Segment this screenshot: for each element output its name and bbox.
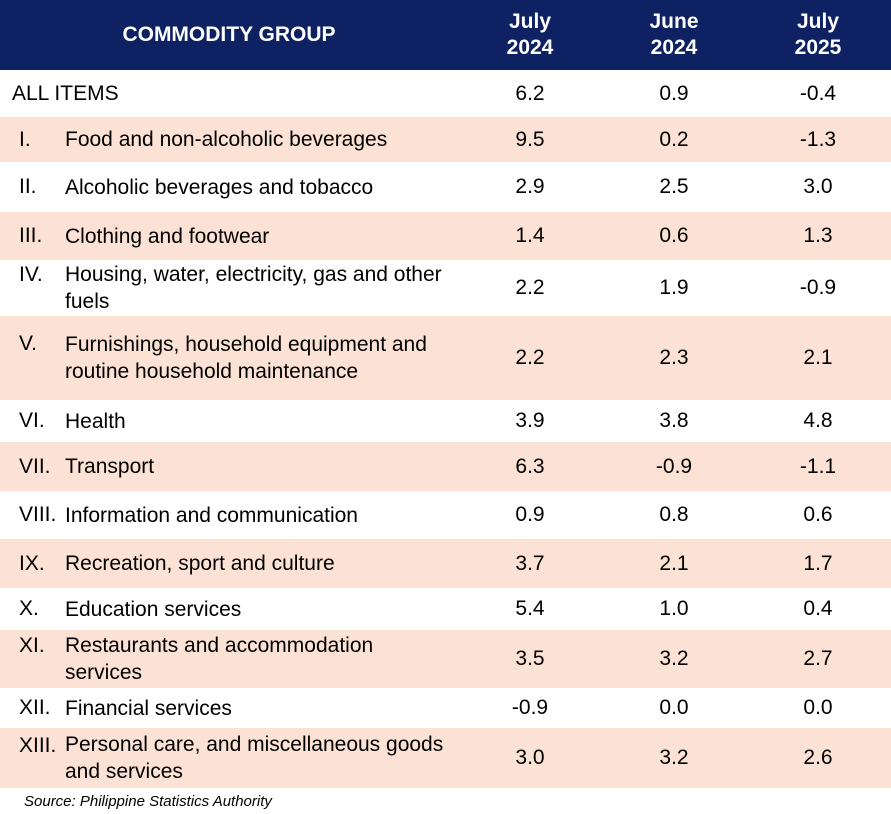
row-label: Furnishings, household equipment and rou…: [65, 333, 427, 383]
row-value-july-2024: 3.9: [515, 409, 545, 432]
row-number: IV.: [19, 263, 43, 286]
table-row: II. Alcoholic beverages and tobacco 2.9 …: [0, 162, 891, 212]
header-col-june-2024-month: June: [649, 10, 699, 33]
row-value-july-2025: 2.6: [803, 746, 833, 769]
row-value-july-2025: 0.4: [803, 597, 833, 620]
row-value-june-2024: 3.2: [659, 746, 689, 769]
row-value-june-2024: 0.2: [659, 127, 689, 151]
row-value-july-2025: -1.3: [799, 127, 837, 151]
row-label: Restaurants and accommodation services: [65, 634, 374, 684]
row-value-july-2025: 1.3: [803, 224, 833, 247]
row-label: Information and communication: [65, 503, 358, 527]
row-value-june-2024: 2.5: [659, 175, 689, 198]
row-value-july-2024: 0.9: [515, 503, 545, 526]
row-label: Clothing and footwear: [65, 224, 270, 248]
row-value-june-2024: 3.2: [659, 647, 689, 670]
table-row: V. Furnishings, household equipment and …: [0, 316, 891, 400]
row-value-july-2025: 1.7: [803, 551, 833, 575]
header-col-july-2024-year: 2024: [506, 36, 554, 59]
table-row: VII. Transport 6.3 -0.9 -1.1: [0, 442, 891, 491]
row-label: Health: [65, 409, 126, 433]
row-number: XIII.: [19, 734, 57, 757]
row-value-july-2024: 3.0: [515, 746, 545, 769]
row-label: Education services: [65, 597, 242, 621]
table-row: VIII. Information and communication 0.9 …: [0, 491, 891, 539]
row-value-june-2024: 2.3: [659, 346, 689, 369]
row-value-july-2024: 9.5: [515, 127, 545, 151]
row-value-july-2025: 2.1: [803, 346, 833, 369]
row-label: Food and non-alcoholic beverages: [65, 128, 388, 151]
row-value-july-2025: -1.1: [799, 454, 837, 478]
row-number: VIII.: [19, 503, 57, 526]
table-row: III. Clothing and footwear 1.4 0.6 1.3: [0, 212, 891, 260]
row-value-july-2024: -0.9: [511, 696, 549, 719]
row-number: II.: [19, 175, 37, 198]
header-col-july-2025: July 2025: [746, 9, 890, 61]
table-header: COMMODITY GROUP July 2024 June 2024 July…: [0, 0, 891, 70]
header-col-june-2024: June 2024: [602, 9, 746, 61]
row-value-july-2025: 4.8: [803, 409, 833, 432]
header-col-july-2025-month: July: [796, 10, 840, 33]
header-commodity-group: COMMODITY GROUP: [122, 23, 336, 46]
source-note: Source: Philippine Statistics Authority: [24, 793, 272, 810]
row-value-july-2024: 2.2: [515, 346, 545, 369]
table-row: XII. Financial services -0.9 0.0 0.0: [0, 688, 891, 728]
row-number: I.: [19, 127, 31, 151]
row-value-june-2024: 0.6: [659, 224, 689, 247]
row-number: X.: [19, 597, 39, 620]
table-row: VI. Health 3.9 3.8 4.8: [0, 400, 891, 442]
row-value-july-2025: 0.0: [803, 696, 833, 719]
row-value-june-2024: -0.9: [655, 454, 693, 478]
row-value-july-2024: 3.7: [515, 551, 545, 575]
row-label: ALL ITEMS: [12, 82, 119, 105]
row-number: III.: [19, 224, 43, 247]
header-col-july-2024-month: July: [508, 10, 552, 33]
table-row: X. Education services 5.4 1.0 0.4: [0, 588, 891, 630]
table-row: XI. Restaurants and accommodation servic…: [0, 630, 891, 688]
row-number: VII.: [19, 454, 51, 478]
row-value-july-2025: -0.9: [799, 276, 837, 299]
row-value-july-2025: 2.7: [803, 647, 833, 670]
table-row-all-items: ALL ITEMS 6.2 0.9 -0.4: [0, 70, 891, 117]
row-value-june-2024: 3.8: [659, 409, 689, 432]
row-number: V.: [19, 332, 37, 355]
row-value-july-2024: 2.9: [515, 175, 545, 198]
row-value-june-2024: 0.0: [659, 696, 689, 719]
row-number: XII.: [19, 696, 51, 719]
row-value-june-2024: 1.0: [659, 597, 689, 620]
header-col-july-2024: July 2024: [458, 9, 602, 61]
row-value-july-2024: 2.2: [515, 276, 545, 299]
row-value-july-2024: 1.4: [515, 224, 545, 247]
row-value-june-2024: 0.8: [659, 503, 689, 526]
row-value-july-2025: 3.0: [803, 175, 833, 198]
row-label: Alcoholic beverages and tobacco: [65, 175, 374, 199]
table-row: IV. Housing, water, electricity, gas and…: [0, 260, 891, 316]
row-value-june-2024: 2.1: [659, 551, 689, 575]
row-value-july-2024: 6.3: [515, 454, 545, 478]
row-value-july-2024: 5.4: [515, 597, 545, 620]
header-col-june-2024-year: 2024: [650, 36, 698, 59]
commodity-table: COMMODITY GROUP July 2024 June 2024 July…: [0, 0, 891, 788]
row-value-june-2024: 0.9: [659, 81, 689, 105]
row-label: Recreation, sport and culture: [65, 552, 335, 575]
row-label: Personal care, and miscellaneous goods a…: [65, 733, 444, 783]
table-row: XIII. Personal care, and miscellaneous g…: [0, 728, 891, 788]
row-value-july-2024: 3.5: [515, 647, 545, 670]
table-row: IX. Recreation, sport and culture 3.7 2.…: [0, 539, 891, 588]
row-number: VI.: [19, 409, 45, 432]
table-row: I. Food and non-alcoholic beverages 9.5 …: [0, 117, 891, 162]
row-label: Financial services: [65, 696, 232, 720]
row-value-july-2025: -0.4: [799, 81, 837, 105]
row-number: IX.: [19, 551, 45, 575]
row-number: XI.: [19, 634, 45, 657]
row-label: Transport: [65, 455, 155, 478]
header-col-july-2025-year: 2025: [794, 36, 842, 59]
row-value-july-2025: 0.6: [803, 503, 833, 526]
row-value-july-2024: 6.2: [515, 81, 545, 105]
row-value-june-2024: 1.9: [659, 276, 689, 299]
row-label: Housing, water, electricity, gas and oth…: [65, 263, 442, 313]
